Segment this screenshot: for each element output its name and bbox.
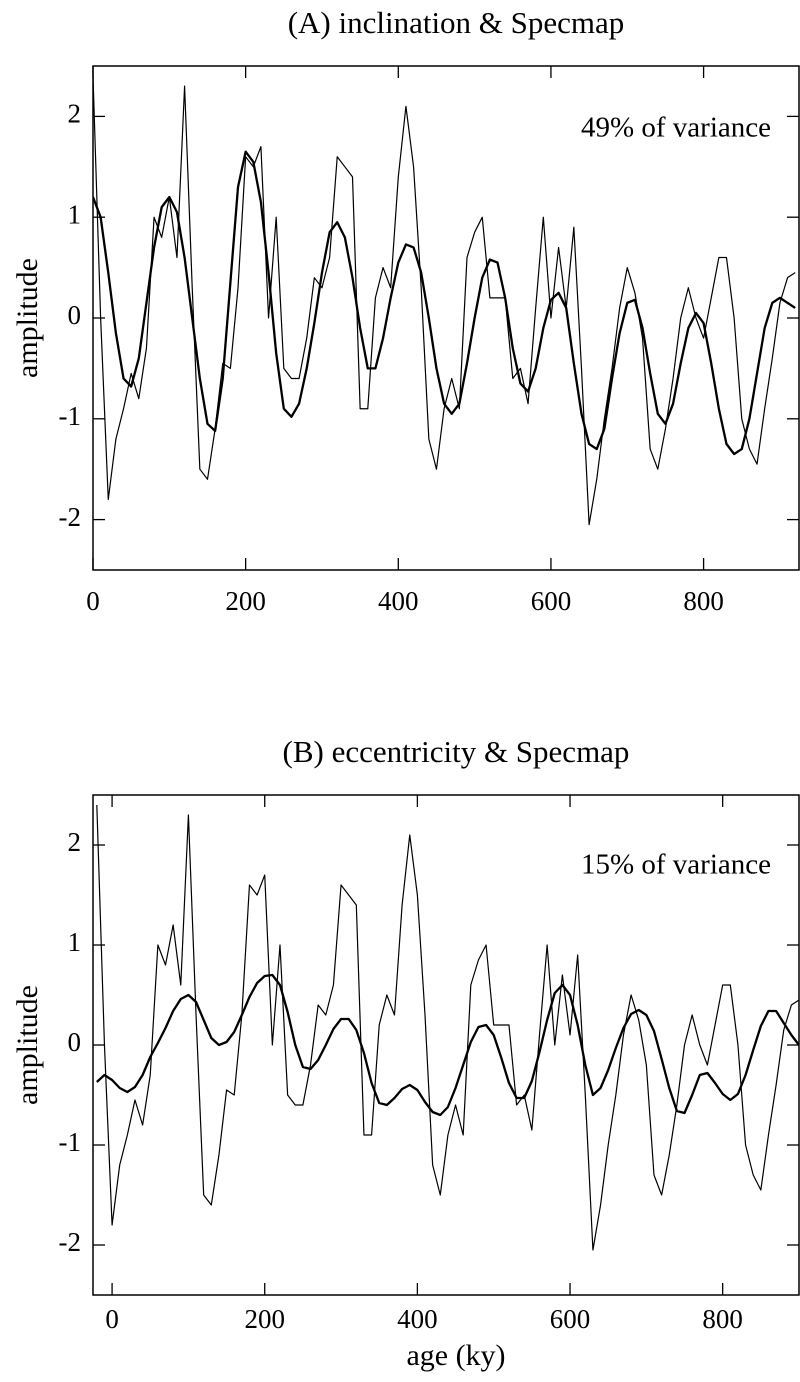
x-axis-label: age (ky) — [406, 1339, 505, 1372]
series-line — [96, 804, 799, 1251]
x-tick-label: 200 — [244, 1304, 285, 1334]
annotation: 49% of variance — [581, 112, 771, 144]
chart-title: (B) eccentricity & Specmap — [283, 734, 630, 769]
panel: (A) inclination & Specmap 49% of variance… — [11, 5, 800, 616]
y-tick-label: -2 — [59, 1227, 82, 1257]
panel: (B) eccentricity & Specmap 15% of varianc… — [11, 734, 800, 1372]
y-axis-label: amplitude — [11, 985, 44, 1105]
x-tick-label: 200 — [225, 586, 266, 616]
x-tick-label: 400 — [397, 1304, 438, 1334]
y-tick-label: -1 — [59, 1127, 82, 1157]
y-axis-label: amplitude — [11, 258, 44, 378]
y-tick-label: 2 — [68, 827, 82, 857]
y-tick-label: 0 — [68, 300, 82, 330]
y-tick-label: -2 — [59, 502, 82, 532]
x-tick-label: 0 — [86, 586, 100, 616]
x-tick-label: 600 — [550, 1304, 591, 1334]
series-line — [93, 76, 796, 526]
y-tick-label: 2 — [68, 99, 82, 129]
x-tick-label: 800 — [683, 586, 724, 616]
y-tick-label: 1 — [68, 927, 82, 957]
y-tick-label: 0 — [68, 1027, 82, 1057]
x-tick-label: 0 — [105, 1304, 119, 1334]
x-tick-label: 400 — [378, 586, 419, 616]
x-tick-label: 800 — [702, 1304, 743, 1334]
annotation: 15% of variance — [581, 849, 771, 881]
series-line — [93, 150, 796, 456]
series-line — [96, 973, 799, 1117]
y-tick-label: 1 — [68, 199, 82, 229]
y-tick-label: -1 — [59, 401, 82, 431]
chart-title: (A) inclination & Specmap — [288, 5, 625, 40]
x-tick-label: 600 — [531, 586, 572, 616]
